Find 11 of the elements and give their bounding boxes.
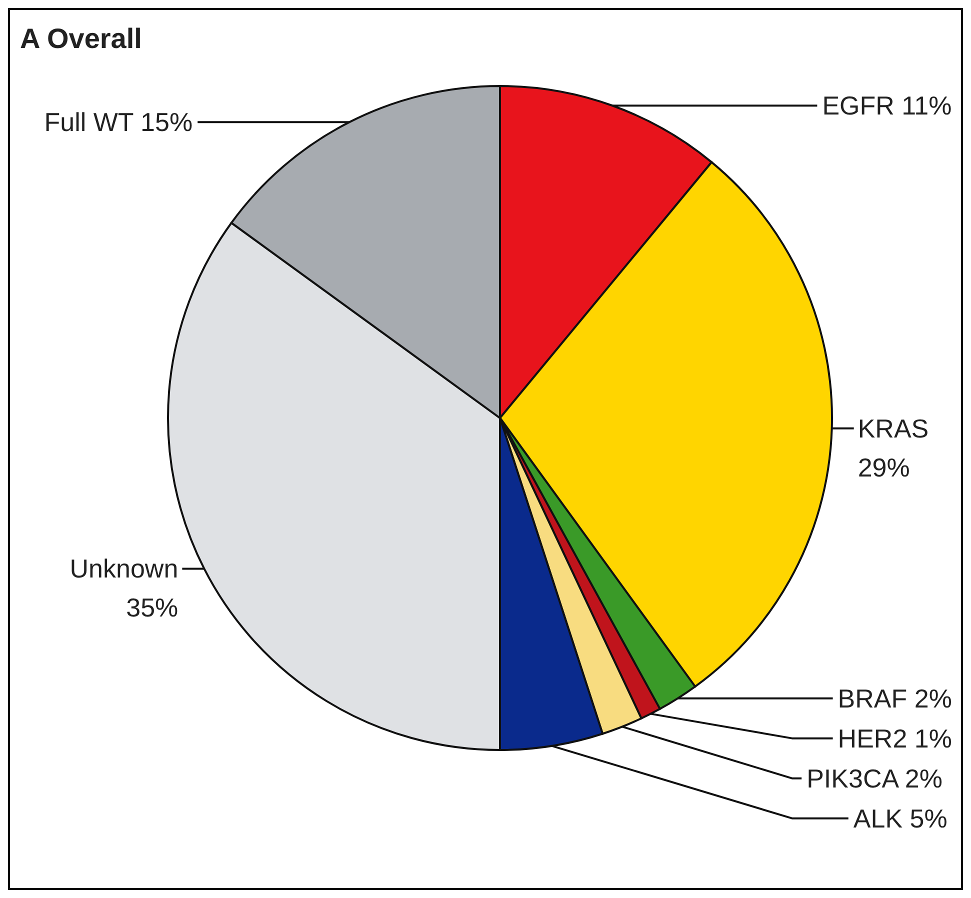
chart-title: A Overall [20,23,142,54]
data-label: 35% [126,592,178,623]
slice-label: KRAS [858,413,929,444]
data-label: 29% [858,452,910,482]
slice-label: Unknown [70,554,178,584]
slice-label: Full WT 15% [44,107,193,138]
slice-label: BRAF 2% [838,683,952,714]
slice-label: EGFR 11% [822,90,952,121]
slice-label: ALK 5% [853,803,948,834]
slice-label: PIK3CA 2% [806,763,942,794]
slice-label: HER2 1% [838,723,952,754]
